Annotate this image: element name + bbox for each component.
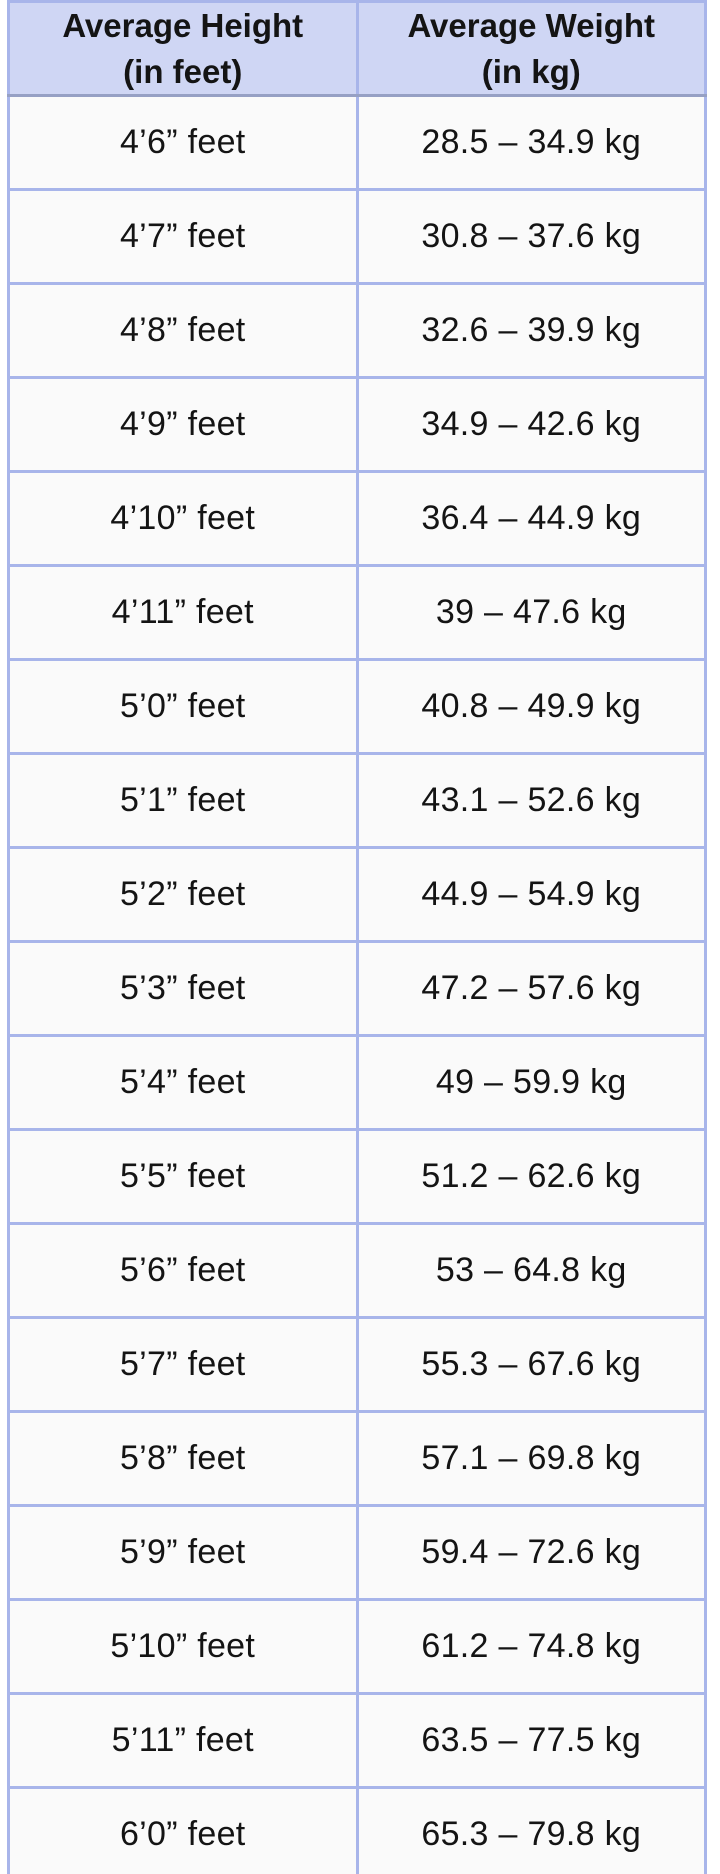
height-cell: 5’1” feet xyxy=(7,752,359,850)
height-cell: 5’10” feet xyxy=(7,1598,359,1696)
weight-cell: 32.6 – 39.9 kg xyxy=(355,282,707,380)
table-row: 5’6” feet 53 – 64.8 kg xyxy=(7,1222,707,1320)
table-row: 5’3” feet 47.2 – 57.6 kg xyxy=(7,940,707,1038)
table-row: 5’10” feet 61.2 – 74.8 kg xyxy=(7,1598,707,1696)
table-row: 4’11” feet 39 – 47.6 kg xyxy=(7,564,707,662)
weight-cell: 36.4 – 44.9 kg xyxy=(355,470,707,568)
table-row: 5’7” feet 55.3 – 67.6 kg xyxy=(7,1316,707,1414)
height-cell: 5’6” feet xyxy=(7,1222,359,1320)
table-row: 5’0” feet 40.8 – 49.9 kg xyxy=(7,658,707,756)
weight-cell: 55.3 – 67.6 kg xyxy=(355,1316,707,1414)
col-header-weight: Average Weight (in kg) xyxy=(355,0,707,98)
weight-cell: 61.2 – 74.8 kg xyxy=(355,1598,707,1696)
table-row: 5’9” feet 59.4 – 72.6 kg xyxy=(7,1504,707,1602)
table-row: 5’8” feet 57.1 – 69.8 kg xyxy=(7,1410,707,1508)
table-row: 6’0” feet 65.3 – 79.8 kg xyxy=(7,1786,707,1874)
weight-cell: 59.4 – 72.6 kg xyxy=(355,1504,707,1602)
col-header-height-title: Average Height xyxy=(62,7,304,44)
table-row: 5’4” feet 49 – 59.9 kg xyxy=(7,1034,707,1132)
weight-cell: 28.5 – 34.9 kg xyxy=(355,94,707,192)
table-row: 5’5” feet 51.2 – 62.6 kg xyxy=(7,1128,707,1226)
table-row: 4’6” feet 28.5 – 34.9 kg xyxy=(7,94,707,192)
col-header-weight-title: Average Weight xyxy=(407,7,656,44)
height-cell: 5’9” feet xyxy=(7,1504,359,1602)
table-row: 4’8” feet 32.6 – 39.9 kg xyxy=(7,282,707,380)
height-cell: 5’5” feet xyxy=(7,1128,359,1226)
height-cell: 5’0” feet xyxy=(7,658,359,756)
height-cell: 5’11” feet xyxy=(7,1692,359,1790)
table-header: Average Height (in feet) Average Weight … xyxy=(7,0,707,98)
table-row: 4’10” feet 36.4 – 44.9 kg xyxy=(7,470,707,568)
height-cell: 5’3” feet xyxy=(7,940,359,1038)
height-cell: 4’9” feet xyxy=(7,376,359,474)
weight-cell: 40.8 – 49.9 kg xyxy=(355,658,707,756)
weight-cell: 57.1 – 69.8 kg xyxy=(355,1410,707,1508)
table-row: 4’9” feet 34.9 – 42.6 kg xyxy=(7,376,707,474)
height-cell: 4’8” feet xyxy=(7,282,359,380)
header-row: Average Height (in feet) Average Weight … xyxy=(7,0,707,98)
weight-cell: 51.2 – 62.6 kg xyxy=(355,1128,707,1226)
weight-cell: 53 – 64.8 kg xyxy=(355,1222,707,1320)
height-cell: 4’7” feet xyxy=(7,188,359,286)
weight-cell: 65.3 – 79.8 kg xyxy=(355,1786,707,1874)
height-cell: 5’7” feet xyxy=(7,1316,359,1414)
table-body: 4’6” feet 28.5 – 34.9 kg 4’7” feet 30.8 … xyxy=(7,94,707,1874)
table-row: 5’11” feet 63.5 – 77.5 kg xyxy=(7,1692,707,1790)
height-cell: 4’10” feet xyxy=(7,470,359,568)
height-cell: 4’6” feet xyxy=(7,94,359,192)
height-cell: 5’2” feet xyxy=(7,846,359,944)
table-row: 5’1” feet 43.1 – 52.6 kg xyxy=(7,752,707,850)
col-header-height-unit: (in feet) xyxy=(123,52,243,90)
height-cell: 5’8” feet xyxy=(7,1410,359,1508)
height-cell: 6’0” feet xyxy=(7,1786,359,1874)
height-cell: 4’11” feet xyxy=(7,564,359,662)
table-row: 4’7” feet 30.8 – 37.6 kg xyxy=(7,188,707,286)
table-row: 5’2” feet 44.9 – 54.9 kg xyxy=(7,846,707,944)
height-cell: 5’4” feet xyxy=(7,1034,359,1132)
col-header-height: Average Height (in feet) xyxy=(7,0,359,98)
height-weight-table: Average Height (in feet) Average Weight … xyxy=(7,0,707,1874)
weight-cell: 34.9 – 42.6 kg xyxy=(355,376,707,474)
weight-cell: 49 – 59.9 kg xyxy=(355,1034,707,1132)
weight-cell: 39 – 47.6 kg xyxy=(355,564,707,662)
weight-cell: 63.5 – 77.5 kg xyxy=(355,1692,707,1790)
weight-cell: 30.8 – 37.6 kg xyxy=(355,188,707,286)
weight-cell: 44.9 – 54.9 kg xyxy=(355,846,707,944)
col-header-weight-unit: (in kg) xyxy=(481,52,581,90)
weight-cell: 43.1 – 52.6 kg xyxy=(355,752,707,850)
weight-cell: 47.2 – 57.6 kg xyxy=(355,940,707,1038)
